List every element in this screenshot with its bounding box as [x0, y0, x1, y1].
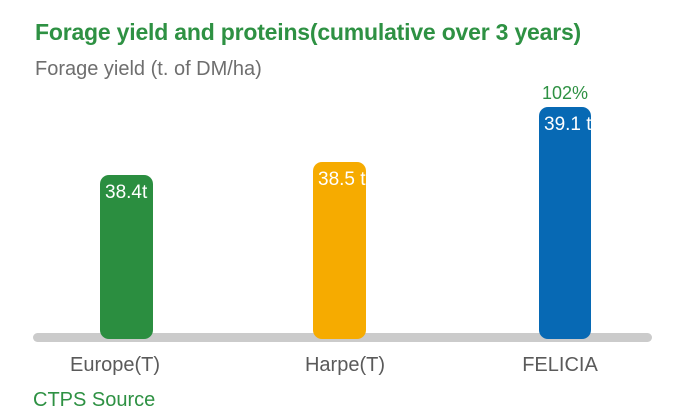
chart-title: Forage yield and proteins(cumulative ove…: [35, 19, 582, 45]
x-tick-europe-t: Europe(T): [69, 354, 161, 376]
bar-harpe-t: 38.5 t: [313, 162, 366, 339]
x-tick-felicia: FELICIA: [522, 354, 598, 376]
bar-value-label-harpe-t: 38.5 t: [318, 169, 366, 190]
bar-felicia: 39.1 t: [539, 107, 592, 339]
bar-value-label-felicia: 39.1 t: [544, 114, 592, 135]
felicia-percent-annotation: 102%: [541, 83, 589, 103]
bar-value-label-europe-t: 38.4t: [105, 182, 148, 203]
source-note: CTPS Source: [33, 389, 156, 411]
x-tick-harpe-t: Harpe(T): [304, 354, 385, 376]
y-axis-label: Forage yield (t. of DM/ha): [35, 58, 262, 80]
bar-europe-t: 38.4t: [100, 175, 153, 339]
